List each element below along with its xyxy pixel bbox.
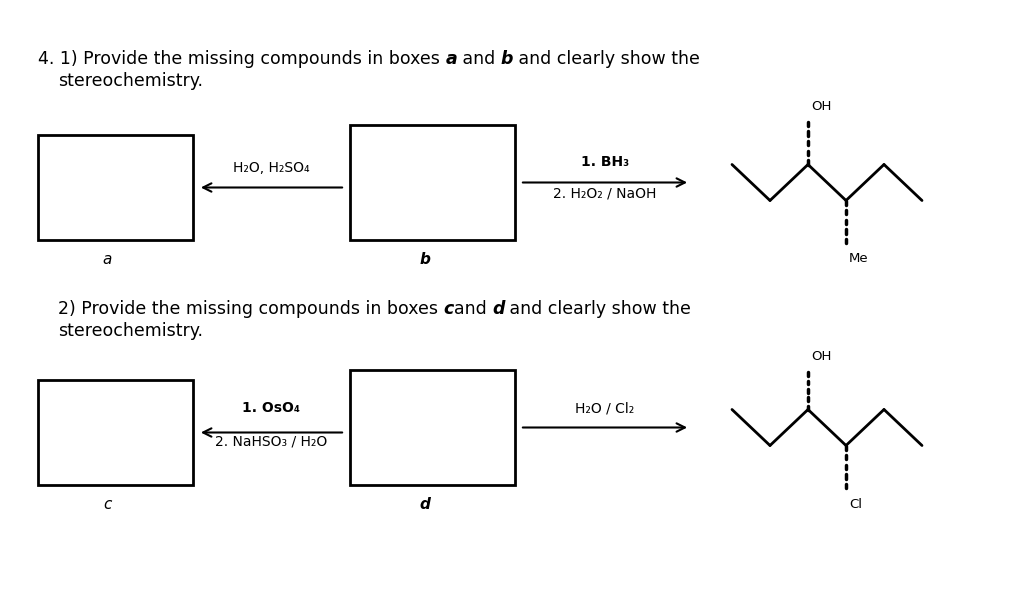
Text: b: b [419, 252, 430, 267]
Text: c: c [443, 300, 454, 318]
Bar [38, 135, 193, 240]
Text: Me: Me [849, 253, 868, 266]
Bar [350, 370, 515, 485]
Text: d: d [492, 300, 505, 318]
Text: H₂O, H₂SO₄: H₂O, H₂SO₄ [233, 162, 310, 176]
Text: and clearly show the: and clearly show the [513, 50, 700, 68]
Text: c: c [103, 497, 112, 512]
Text: and: and [457, 50, 501, 68]
Text: and: and [454, 300, 492, 318]
Text: stereochemistry.: stereochemistry. [58, 322, 203, 340]
Text: OH: OH [811, 351, 831, 364]
Text: 1. BH₃: 1. BH₃ [581, 154, 629, 168]
Text: a: a [445, 50, 457, 68]
Text: 4. 1) Provide the missing compounds in boxes: 4. 1) Provide the missing compounds in b… [38, 50, 445, 68]
Bar [38, 380, 193, 485]
Text: H₂O / Cl₂: H₂O / Cl₂ [575, 401, 635, 416]
Text: 2) Provide the missing compounds in boxes: 2) Provide the missing compounds in boxe… [58, 300, 443, 318]
Text: b: b [501, 50, 513, 68]
Text: Cl: Cl [849, 498, 862, 510]
Text: 2. H₂O₂ / NaOH: 2. H₂O₂ / NaOH [553, 187, 656, 201]
Text: 2. NaHSO₃ / H₂O: 2. NaHSO₃ / H₂O [215, 435, 328, 449]
Text: 1. OsO₄: 1. OsO₄ [243, 400, 300, 414]
Text: a: a [102, 252, 113, 267]
Text: and clearly show the: and clearly show the [505, 300, 691, 318]
Bar [350, 125, 515, 240]
Text: OH: OH [811, 100, 831, 113]
Text: stereochemistry.: stereochemistry. [58, 72, 203, 90]
Text: d: d [419, 497, 430, 512]
